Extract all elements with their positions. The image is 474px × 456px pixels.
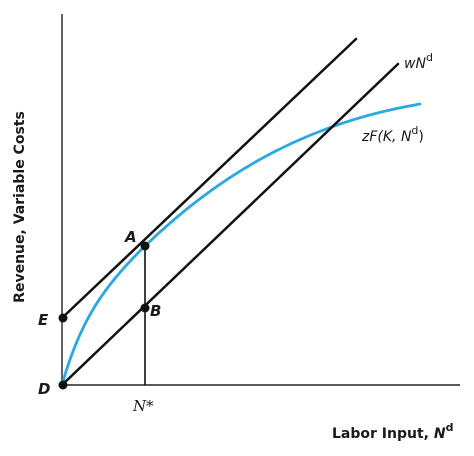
cost-line-label-prefix: w <box>404 56 416 72</box>
point-E-label: E <box>38 311 49 329</box>
y-axis-title: Revenue, Variable Costs <box>12 111 28 303</box>
point-D <box>58 380 68 390</box>
point-A <box>140 241 150 251</box>
point-D-label: D <box>38 380 50 398</box>
revenue-curve-label-b: ) <box>418 129 423 145</box>
point-B <box>140 303 150 313</box>
x-axis-title-var: N <box>434 426 446 442</box>
cost-line-label-var: N <box>415 56 426 72</box>
point-B-label: B <box>150 302 161 320</box>
cost-line <box>60 62 400 387</box>
revenue-curve-label-sup: d <box>411 124 418 137</box>
x-axis-title: Labor Input, Nd <box>332 421 453 442</box>
tangent-line <box>60 37 358 320</box>
revenue-curve-label-a: zF(K, N <box>361 129 412 145</box>
x-axis-title-text: Labor Input, <box>332 426 434 442</box>
cost-line-label: wNd <box>404 51 433 72</box>
point-E <box>58 313 68 323</box>
revenue-curve-label: zF(K, Nd) <box>361 124 424 145</box>
x-axis-title-sup: d <box>446 421 454 434</box>
revenue-curve <box>60 102 422 387</box>
point-A-label: A <box>124 228 137 246</box>
cost-line-label-sup: d <box>426 51 433 64</box>
n-star-label: N* <box>132 397 154 415</box>
